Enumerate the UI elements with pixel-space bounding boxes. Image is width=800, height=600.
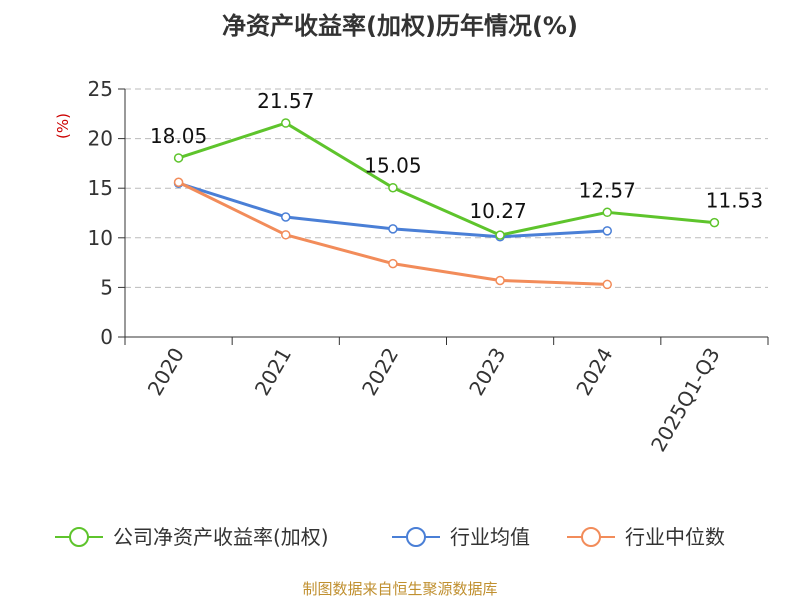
- legend-label: 行业均值: [450, 525, 530, 549]
- source-note: 制图数据来自恒生聚源数据库: [302, 580, 497, 598]
- x-tick-label: 2025Q1-Q3: [646, 344, 725, 456]
- series-1-point: [602, 226, 612, 236]
- series-1-point: [281, 212, 291, 222]
- series-0-point: [709, 217, 720, 228]
- data-label: 21.57: [257, 89, 314, 113]
- series-2-point: [495, 275, 505, 286]
- series-0-point: [602, 207, 612, 218]
- y-tick-label: 25: [88, 77, 113, 101]
- data-label: 12.57: [579, 178, 636, 202]
- series-1-point: [388, 224, 398, 234]
- data-label: 11.53: [706, 189, 763, 213]
- legend-label: 公司净资产收益率(加权): [113, 525, 329, 549]
- legend-swatch-marker: [69, 527, 89, 547]
- x-tick-label: 2022: [357, 344, 403, 400]
- y-tick-label: 20: [88, 127, 113, 151]
- data-label: 18.05: [150, 124, 207, 148]
- data-labels: 18.05 21.57 15.05 10.27 12.57 11.53: [150, 89, 763, 223]
- x-tick-label: 2021: [250, 344, 296, 400]
- series-2-point: [388, 258, 398, 269]
- series-lines: [173, 118, 720, 290]
- y-tick-label: 0: [100, 325, 113, 349]
- series-0-point: [281, 118, 291, 128]
- legend-swatch-marker: [581, 527, 601, 547]
- y-tick-label: 5: [100, 275, 113, 299]
- series-0-point: [388, 182, 398, 193]
- series-0-point: [173, 153, 184, 163]
- series-2-point: [602, 279, 612, 290]
- series-0-point: [495, 230, 505, 240]
- data-label: 10.27: [469, 199, 526, 223]
- x-tick-label: 2023: [464, 344, 510, 400]
- legend-label: 行业中位数: [625, 525, 725, 549]
- series-2-point: [281, 230, 291, 240]
- x-tick-label: 2024: [571, 344, 617, 400]
- legend: 公司净资产收益率(加权) 行业均值 行业中位数: [55, 525, 725, 549]
- series-line-0: [178, 121, 715, 237]
- series-2-point: [173, 177, 184, 187]
- grid-lines: [125, 88, 768, 288]
- y-axis-unit-label: (%): [54, 113, 72, 139]
- x-tick-label: 2020: [143, 344, 189, 400]
- y-tick-label: 15: [88, 176, 113, 200]
- legend-swatch-marker: [406, 527, 426, 547]
- chart-title: 净资产收益率(加权)历年情况(%): [222, 12, 578, 40]
- y-tick-label: 10: [88, 226, 113, 250]
- data-label: 15.05: [364, 154, 421, 178]
